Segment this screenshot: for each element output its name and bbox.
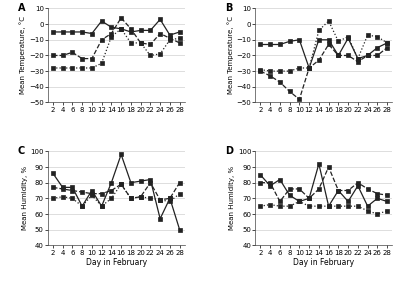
Y-axis label: Mean Temperature, °C: Mean Temperature, °C (227, 16, 234, 94)
X-axis label: Day in February: Day in February (86, 258, 147, 267)
Y-axis label: Mean Humidity, %: Mean Humidity, % (229, 166, 235, 230)
X-axis label: Day in February: Day in February (293, 258, 354, 267)
Text: C: C (18, 146, 25, 156)
Y-axis label: Mean Temperature, °C: Mean Temperature, °C (20, 16, 26, 94)
Y-axis label: Mean Humidity, %: Mean Humidity, % (22, 166, 28, 230)
Text: B: B (226, 3, 233, 13)
Text: D: D (226, 146, 234, 156)
Text: A: A (18, 3, 26, 13)
